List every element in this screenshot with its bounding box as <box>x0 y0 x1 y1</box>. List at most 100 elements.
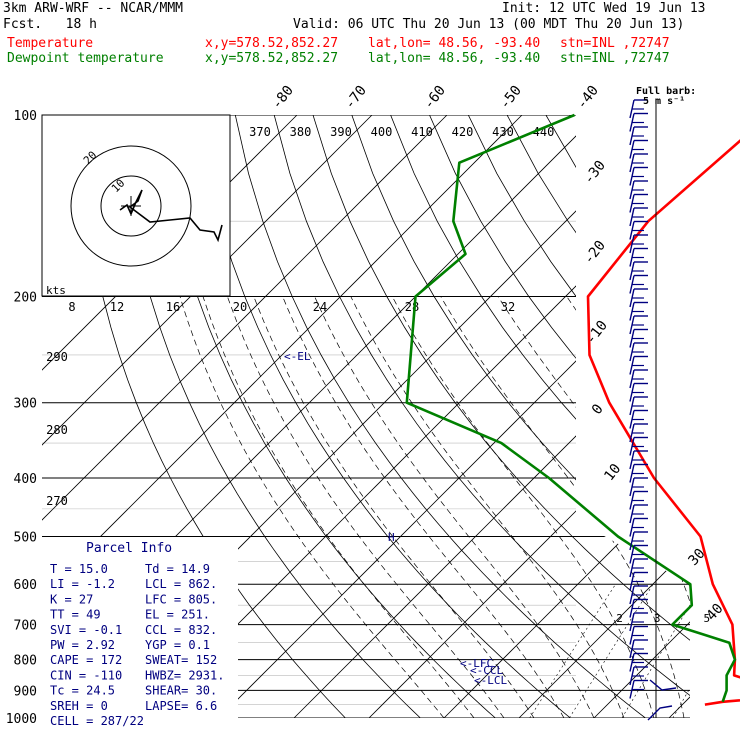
isotherm-line <box>42 115 373 718</box>
pressure-tick-label: 400 <box>14 472 37 487</box>
hodograph-speed-label: 12 <box>110 300 124 314</box>
pressure-tick-label: 1000 <box>6 712 37 727</box>
isotherm-label: 0 <box>589 401 607 417</box>
parcel-info-right: SWEAT= 152 <box>145 653 217 667</box>
dry-adiabat-line <box>545 115 690 718</box>
temperature-legend-stn: stn=INL ,72747 <box>560 36 670 51</box>
parcel-info-right: Td = 14.9 <box>145 562 210 576</box>
pressure-tick-label: 900 <box>14 684 37 699</box>
lfc-marker: <-LFC <box>460 657 493 670</box>
parcel-info-left: SVI = -0.1 <box>50 623 122 637</box>
barb-axis-label: 30 <box>685 546 708 569</box>
parcel-info-left: LI = -1.2 <box>50 577 115 591</box>
theta-e-label: 280 <box>46 423 68 437</box>
hodograph-speed-label: 16 <box>166 300 180 314</box>
dry-adiabat-line <box>234 115 646 718</box>
isotherm-line <box>443 115 690 718</box>
dry-adiabat-line <box>429 115 690 718</box>
temperature-legend-latlon: lat,lon= 48.56, -93.40 <box>368 36 541 51</box>
isotherm-line <box>42 115 523 718</box>
pressure-tick-label: 800 <box>14 654 37 669</box>
parcel-info-right: LAPSE= 6.6 <box>145 699 217 713</box>
mixing-ratio-label: 5 <box>704 612 711 625</box>
isotherm-line <box>42 115 448 718</box>
parcel-info-right: EL = 251. <box>145 608 210 622</box>
hodograph-ring-inner <box>100 175 162 237</box>
parcel-info-right: LCL = 862. <box>145 577 217 591</box>
parcel-info-left: K = 27 <box>50 592 93 606</box>
dry-adiabat-line <box>584 115 690 718</box>
valid-time: Valid: 06 UTC Thu 20 Jun 13 (00 MDT Thu … <box>293 17 685 32</box>
pressure-tick-label: 600 <box>14 578 37 593</box>
moist-adiabat-line <box>202 296 475 718</box>
dry-adiabat-line <box>157 115 496 718</box>
moist-adiabat-line <box>440 296 685 718</box>
pressure-tick-label: 300 <box>14 397 37 412</box>
parcel-info-box <box>42 537 238 718</box>
moist-adiabat-line <box>497 296 690 718</box>
isotherm-label: -40 <box>574 83 602 113</box>
dry-adiabat-line <box>701 115 740 718</box>
mixing-ratio-line <box>569 584 654 718</box>
hodograph-speed-label: 20 <box>233 300 247 314</box>
isotherm-label: -50 <box>497 83 525 113</box>
mixing-ratio-line <box>621 584 690 718</box>
mixing-ratio-label: 2 <box>616 612 623 625</box>
parcel-info-left: PW = 2.92 <box>50 638 115 652</box>
moist-adiabat-line <box>282 296 565 718</box>
theta-label: 400 <box>371 125 393 139</box>
moist-adiabat-line <box>253 296 535 718</box>
parcel-info-right: SHEAR= 30. <box>145 684 217 698</box>
dry-adiabat-line <box>196 115 571 718</box>
barb-legend-value: 5 m s⁻¹ <box>643 96 685 107</box>
dewpoint-legend-xy: x,y=578.52,852.27 <box>205 51 339 66</box>
model-title: 3km ARW-WRF -- NCAR/MMM <box>3 1 184 16</box>
temperature-profile <box>586 139 740 706</box>
pressure-tick-label: 500 <box>14 530 37 545</box>
dry-adiabat-line <box>390 115 690 718</box>
pressure-tick-label: 200 <box>14 291 37 306</box>
parcel-info-left: TT = 49 <box>50 608 101 622</box>
hodograph-speed-label: 32 <box>501 300 515 314</box>
moist-adiabat-line <box>648 296 690 718</box>
hodograph-speed-label: 24 <box>313 300 327 314</box>
theta-label: 390 <box>330 125 352 139</box>
hodograph-trace <box>119 189 223 243</box>
parcel-info-right: YGP = 0.1 <box>145 638 210 652</box>
isotherm-label: -60 <box>421 83 449 113</box>
parcel-info-left: T = 15.0 <box>50 562 108 576</box>
init-time: Init: 12 UTC Wed 19 Jun 13 <box>502 1 706 16</box>
dewpoint-profile <box>405 113 737 703</box>
moist-adiabat-line <box>314 296 595 718</box>
theta-label: 370 <box>249 125 271 139</box>
isotherm-label: 10 <box>601 461 624 484</box>
theta-label: 410 <box>411 125 433 139</box>
theta-e-label: 290 <box>46 350 68 364</box>
hodograph-speed-label: 28 <box>405 300 419 314</box>
barb-legend-title: Full barb: <box>636 86 696 97</box>
pressure-tick-label: 700 <box>14 619 37 634</box>
parcel-info-right: HWBZ= 2931. <box>145 668 224 682</box>
ccl-marker: <-CCL <box>470 664 503 677</box>
theta-e-label: 270 <box>46 494 68 508</box>
dewpoint-legend-latlon: lat,lon= 48.56, -93.40 <box>368 51 541 66</box>
isotherm-label: -20 <box>581 238 609 268</box>
moist-adiabat-line <box>350 296 625 718</box>
wind-barb-lowlevel <box>649 679 677 691</box>
parcel-info-right: LFC = 805. <box>145 592 217 606</box>
mixing-ratio-line <box>672 584 690 718</box>
parcel-info-left: CELL = 287/22 <box>50 714 144 728</box>
temperature-legend-name: Temperature <box>7 36 94 51</box>
moist-adiabat-line <box>227 296 505 718</box>
el-marker: <-EL <box>284 350 311 363</box>
forecast-hour: Fcst. 18 h <box>3 17 97 32</box>
pressure-tick-label: 100 <box>14 109 37 124</box>
dry-adiabat-line <box>273 115 690 718</box>
dry-adiabat-line <box>467 115 690 718</box>
isotherm-label: -10 <box>583 318 611 348</box>
parcel-info-left: CIN = -110 <box>50 668 122 682</box>
parcel-info-title: Parcel Info <box>86 541 172 556</box>
parcel-info-left: CAPE = 172 <box>50 653 122 667</box>
isotherm-line <box>218 115 690 718</box>
